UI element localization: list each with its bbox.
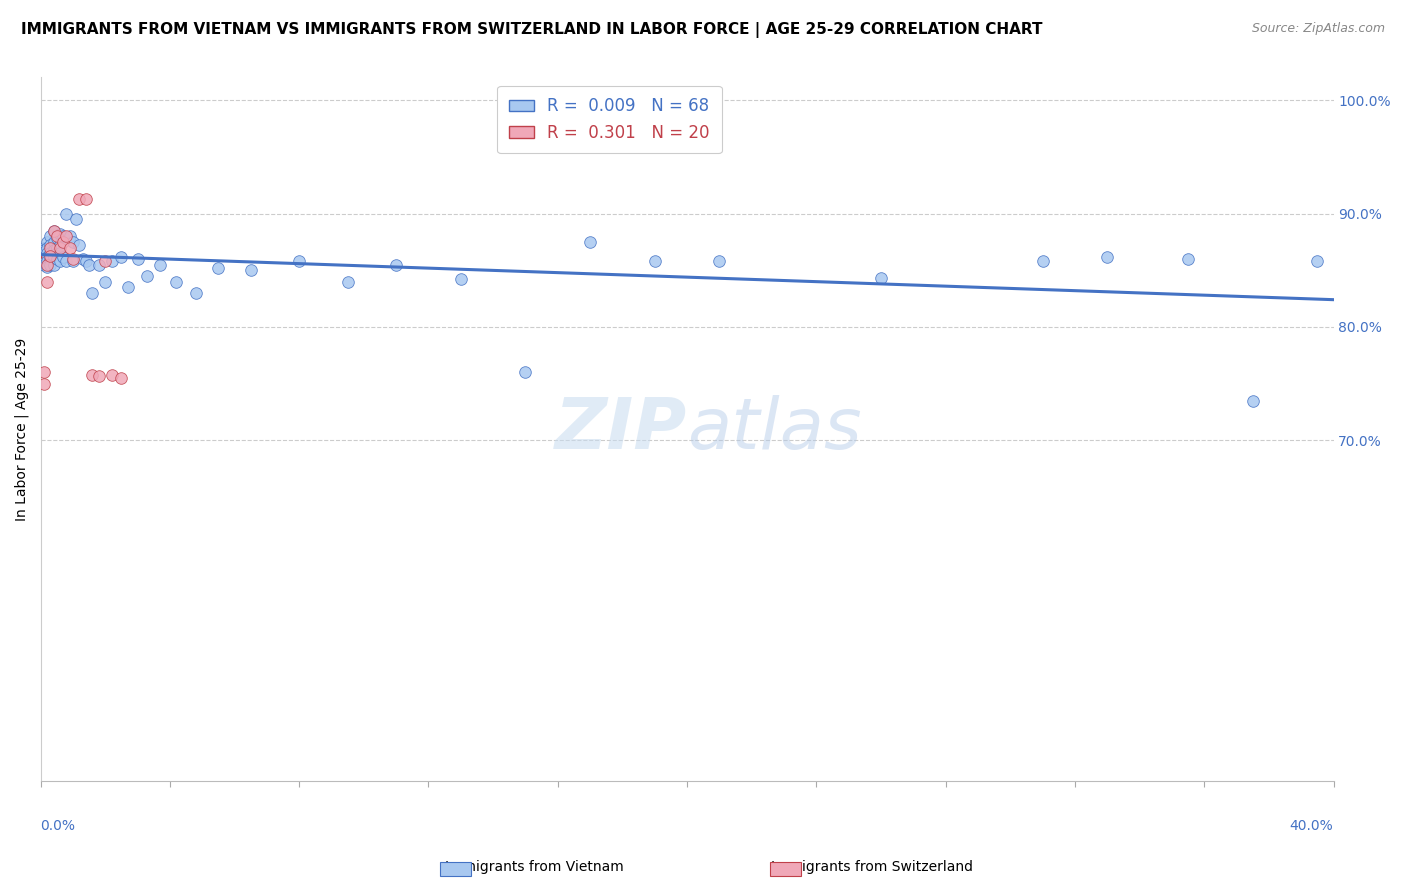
Point — [336, 275, 359, 289]
Point — [65, 212, 87, 227]
Point — [39, 241, 62, 255]
Point — [39, 248, 62, 262]
Point — [35, 250, 58, 264]
Point — [35, 260, 58, 274]
Point — [67, 192, 90, 206]
Point — [42, 250, 65, 264]
Point — [39, 229, 62, 244]
Point — [207, 260, 229, 275]
Point — [49, 246, 72, 260]
Point — [288, 254, 311, 268]
Point — [35, 235, 58, 249]
Point — [870, 271, 893, 285]
Point — [149, 258, 172, 272]
Point — [52, 250, 75, 264]
Point — [32, 365, 55, 379]
Point — [117, 280, 139, 294]
Point — [82, 368, 104, 382]
Point — [32, 258, 55, 272]
Point — [35, 254, 58, 268]
Text: ZIP: ZIP — [555, 394, 688, 464]
Point — [136, 268, 159, 283]
Text: 40.0%: 40.0% — [1289, 819, 1333, 833]
Point — [67, 238, 90, 252]
Point — [39, 258, 62, 272]
Text: Immigrants from Vietnam: Immigrants from Vietnam — [444, 860, 624, 874]
Point — [184, 285, 207, 300]
Point — [87, 368, 110, 383]
Text: IMMIGRANTS FROM VIETNAM VS IMMIGRANTS FROM SWITZERLAND IN LABOR FORCE | AGE 25-2: IMMIGRANTS FROM VIETNAM VS IMMIGRANTS FR… — [21, 22, 1043, 38]
Point — [55, 229, 77, 244]
Point — [49, 227, 72, 241]
Point — [35, 246, 58, 260]
Point — [72, 252, 94, 266]
Point — [94, 254, 117, 268]
Point — [55, 254, 77, 268]
Point — [59, 241, 82, 255]
Point — [94, 275, 117, 289]
Point — [55, 206, 77, 220]
Point — [127, 252, 149, 266]
Point — [35, 258, 58, 272]
Legend: R =  0.009   N = 68, R =  0.301   N = 20: R = 0.009 N = 68, R = 0.301 N = 20 — [498, 86, 721, 153]
Text: 0.0%: 0.0% — [41, 819, 76, 833]
Point — [45, 246, 67, 260]
Point — [35, 241, 58, 255]
Point — [110, 371, 132, 385]
Point — [42, 243, 65, 257]
Point — [62, 254, 84, 268]
Point — [39, 252, 62, 266]
Point — [42, 235, 65, 249]
Point — [1306, 254, 1329, 268]
Point — [42, 223, 65, 237]
Point — [62, 252, 84, 266]
Point — [450, 272, 472, 286]
Point — [45, 241, 67, 255]
Point — [1241, 393, 1264, 408]
Point — [385, 258, 408, 272]
Point — [579, 235, 602, 249]
Text: atlas: atlas — [688, 394, 862, 464]
Point — [100, 368, 122, 382]
Point — [100, 254, 122, 268]
Point — [49, 238, 72, 252]
Point — [42, 223, 65, 237]
Point — [32, 245, 55, 260]
Point — [32, 250, 55, 264]
Point — [515, 365, 537, 379]
Point — [77, 258, 100, 272]
Point — [165, 275, 187, 289]
Point — [52, 235, 75, 249]
Point — [52, 229, 75, 244]
Point — [1097, 250, 1119, 264]
Point — [87, 258, 110, 272]
Point — [39, 246, 62, 260]
Point — [45, 229, 67, 244]
Point — [1032, 254, 1054, 268]
Point — [62, 235, 84, 249]
Point — [82, 285, 104, 300]
Point — [644, 254, 666, 268]
Point — [42, 258, 65, 272]
Text: Immigrants from Switzerland: Immigrants from Switzerland — [770, 860, 973, 874]
Point — [1177, 252, 1199, 266]
Point — [39, 238, 62, 252]
Point — [75, 192, 97, 206]
Point — [110, 250, 132, 264]
Point — [49, 241, 72, 255]
Point — [35, 275, 58, 289]
Point — [49, 254, 72, 268]
Point — [45, 231, 67, 245]
Text: Source: ZipAtlas.com: Source: ZipAtlas.com — [1251, 22, 1385, 36]
Point — [59, 229, 82, 244]
Y-axis label: In Labor Force | Age 25-29: In Labor Force | Age 25-29 — [15, 337, 30, 521]
Point — [239, 263, 262, 277]
Point — [32, 241, 55, 255]
Point — [32, 376, 55, 391]
Point — [32, 243, 55, 257]
Point — [709, 254, 731, 268]
Point — [45, 252, 67, 266]
Point — [75, 254, 97, 268]
